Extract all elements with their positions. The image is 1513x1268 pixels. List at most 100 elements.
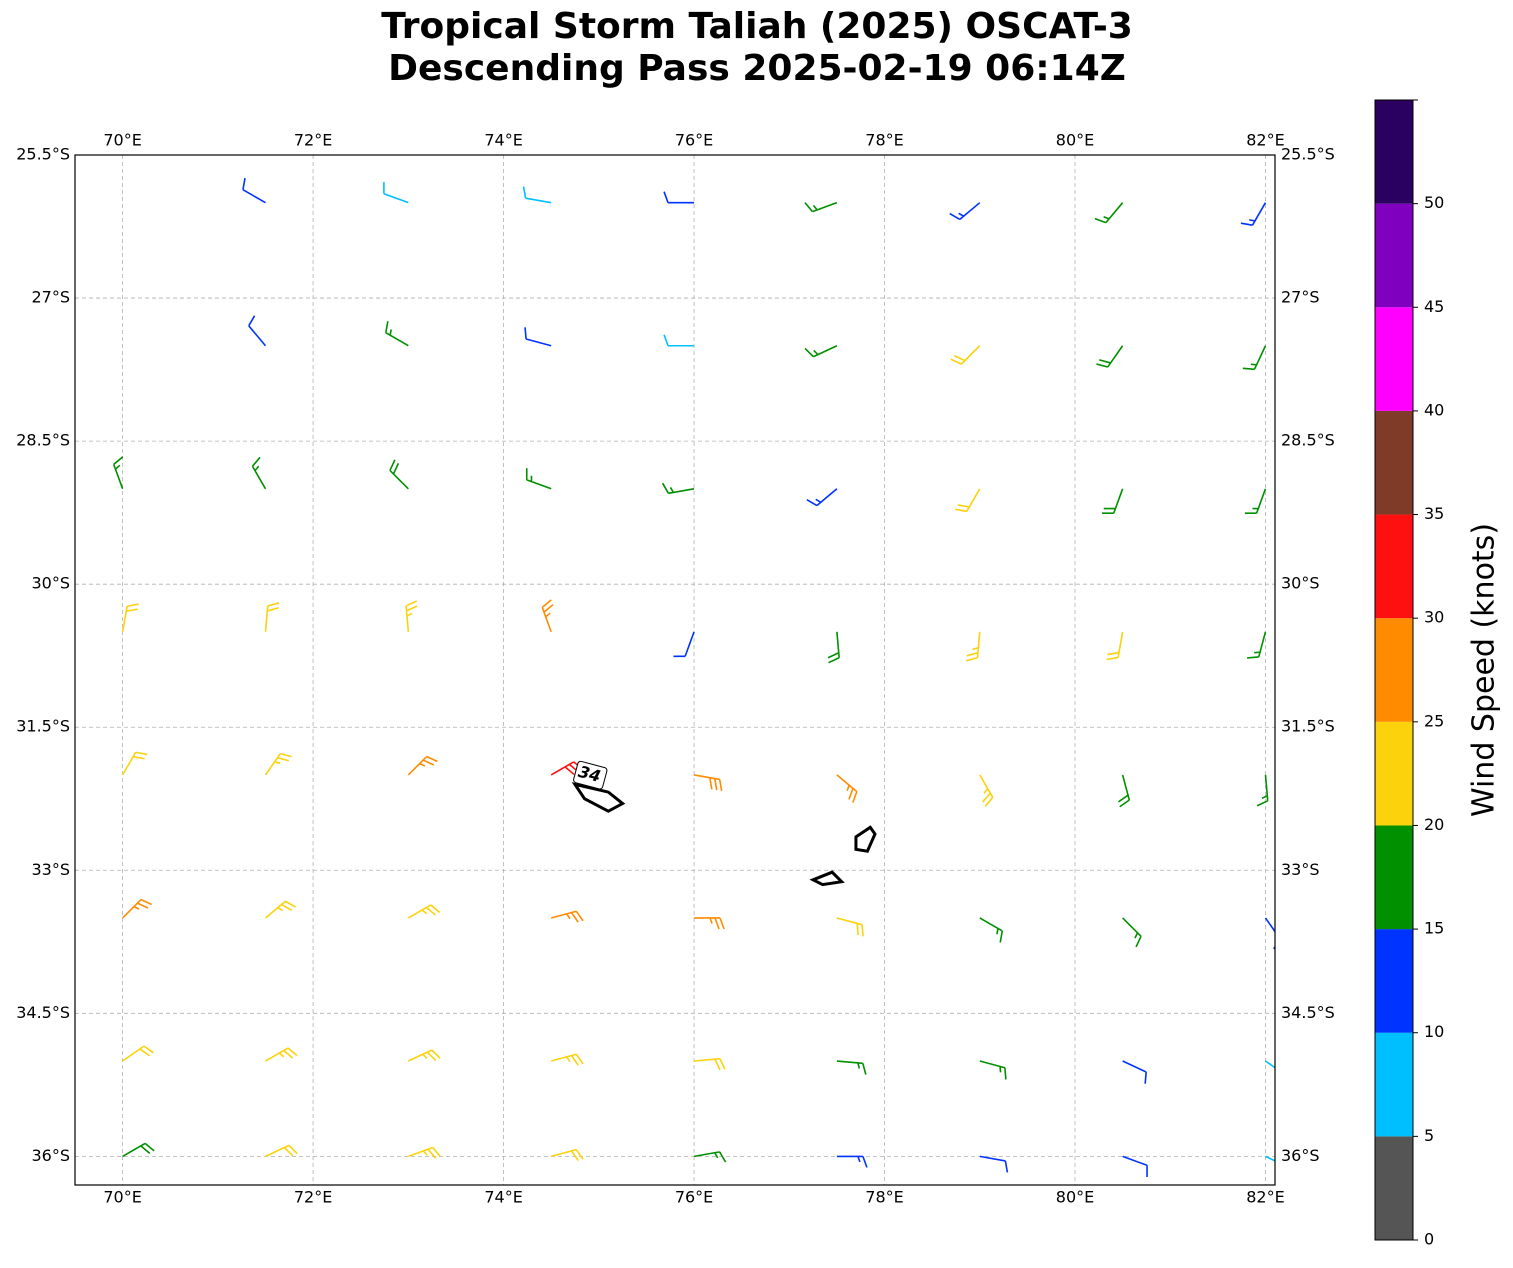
x-tick-label: 78°E xyxy=(865,131,903,150)
y-tick-label: 30°S xyxy=(1281,574,1320,593)
y-tick-label: 25.5°S xyxy=(1281,145,1335,164)
wind-barb xyxy=(248,315,267,347)
wind-barb xyxy=(693,1057,726,1071)
x-tick-label: 76°E xyxy=(675,131,713,150)
wind-barb xyxy=(673,631,695,658)
wind-barb xyxy=(122,898,152,919)
colorbar-tick-label: 35 xyxy=(1424,504,1444,523)
wind-barb xyxy=(663,334,695,347)
y-tick-label: 30°S xyxy=(31,574,70,593)
wind-barb xyxy=(836,917,864,937)
colorbar-segment xyxy=(1375,307,1413,411)
wind-barb xyxy=(1247,631,1267,659)
wind-barb xyxy=(836,1060,867,1075)
wind-barb xyxy=(122,1045,154,1062)
chart-title: Descending Pass 2025-02-19 06:14Z xyxy=(388,48,1126,89)
wind-barb xyxy=(122,1142,155,1158)
wind-barb xyxy=(1106,631,1124,661)
wind-barb xyxy=(1118,774,1131,808)
wind-barb xyxy=(265,1047,298,1062)
wind-barb xyxy=(1102,488,1124,515)
wind-barb xyxy=(661,482,695,495)
y-tick-label: 27°S xyxy=(31,288,70,307)
x-tick-label: 74°E xyxy=(484,131,522,150)
y-tick-label: 36°S xyxy=(1281,1146,1320,1165)
barbs xyxy=(112,178,1275,1177)
colorbar-segment xyxy=(1375,825,1413,930)
contour-34 xyxy=(809,870,845,887)
colorbar-tick-label: 15 xyxy=(1424,919,1444,938)
x-tick-label: 72°E xyxy=(294,1188,332,1207)
wind-barb xyxy=(112,456,124,490)
wind-barb xyxy=(1122,1155,1148,1177)
wind-barb xyxy=(405,600,418,632)
y-tick-label: 33°S xyxy=(1281,860,1320,879)
wind-barb xyxy=(663,191,695,204)
wind-barb xyxy=(693,774,723,792)
y-tick-label: 33°S xyxy=(31,860,70,879)
colorbar-tick-label: 30 xyxy=(1424,608,1444,627)
colorbar-tick-label: 20 xyxy=(1424,815,1444,834)
contour-34 xyxy=(854,825,877,853)
wind-barb xyxy=(383,182,409,204)
y-tick-label: 34.5°S xyxy=(1281,1003,1335,1022)
wind-barb xyxy=(804,201,838,213)
wind-barb xyxy=(525,468,552,490)
wind-barb xyxy=(550,1053,584,1066)
colorbar-tick-label: 10 xyxy=(1424,1022,1444,1041)
wind-barb xyxy=(264,602,280,632)
wind-barb xyxy=(979,774,994,807)
wind-barb xyxy=(693,1151,727,1163)
wind-barb xyxy=(979,917,1004,943)
wind-barb xyxy=(407,1049,441,1062)
y-tick-label: 31.5°S xyxy=(1281,717,1335,736)
x-tick-label: 74°E xyxy=(484,1188,522,1207)
wind-barb xyxy=(1264,917,1275,950)
wind-barb xyxy=(264,752,292,776)
wind-barb xyxy=(955,488,981,513)
y-tick-label: 28.5°S xyxy=(1281,431,1335,450)
colorbar-tick-label: 5 xyxy=(1424,1126,1434,1145)
wind-barb xyxy=(950,345,981,365)
wind-barb xyxy=(1240,202,1267,226)
wind-barb xyxy=(251,456,267,490)
wind-barb xyxy=(524,327,552,347)
x-tick-label: 82°E xyxy=(1246,131,1284,150)
wind-barb xyxy=(1122,1060,1147,1084)
colorbar-tick-label: 40 xyxy=(1424,400,1444,419)
colorbar-label: Wind Speed (knots) xyxy=(1467,523,1502,817)
wind-barb xyxy=(1094,202,1124,224)
colorbar-segment xyxy=(1375,514,1413,619)
wind-barb xyxy=(836,1155,868,1168)
wind-barb xyxy=(1265,1155,1275,1162)
wind-barb xyxy=(407,755,438,776)
colorbar-tick-label: 0 xyxy=(1424,1230,1434,1249)
wind-barb xyxy=(1122,917,1142,948)
colorbar-segment xyxy=(1375,1032,1413,1137)
y-tick-label: 27°S xyxy=(1281,288,1320,307)
x-tick-label: 80°E xyxy=(1056,1188,1094,1207)
wind-barb xyxy=(1265,1060,1275,1069)
wind-barb xyxy=(242,178,266,204)
x-tick-label: 70°E xyxy=(103,131,141,150)
y-tick-label: 25.5°S xyxy=(16,145,70,164)
wind-barb xyxy=(408,1146,441,1159)
wind-barb xyxy=(804,345,838,358)
wind-barb xyxy=(836,774,858,803)
x-tick-label: 70°E xyxy=(103,1188,141,1207)
x-tick-label: 80°E xyxy=(1056,131,1094,150)
wind-barb xyxy=(1242,345,1267,371)
colorbar-segment xyxy=(1375,721,1413,826)
wind-barb xyxy=(407,904,441,919)
colorbar-tick-label: 50 xyxy=(1424,193,1444,212)
x-tick-label: 78°E xyxy=(865,1188,903,1207)
wind-barb xyxy=(121,603,139,632)
y-tick-label: 28.5°S xyxy=(16,431,70,450)
wind-barb xyxy=(979,1060,1007,1080)
colorbar-tick-label: 45 xyxy=(1424,297,1444,316)
x-tick-label: 72°E xyxy=(294,131,332,150)
wind-barb xyxy=(541,599,554,633)
wind-barb xyxy=(1256,774,1269,807)
wind-barb xyxy=(1244,488,1267,515)
